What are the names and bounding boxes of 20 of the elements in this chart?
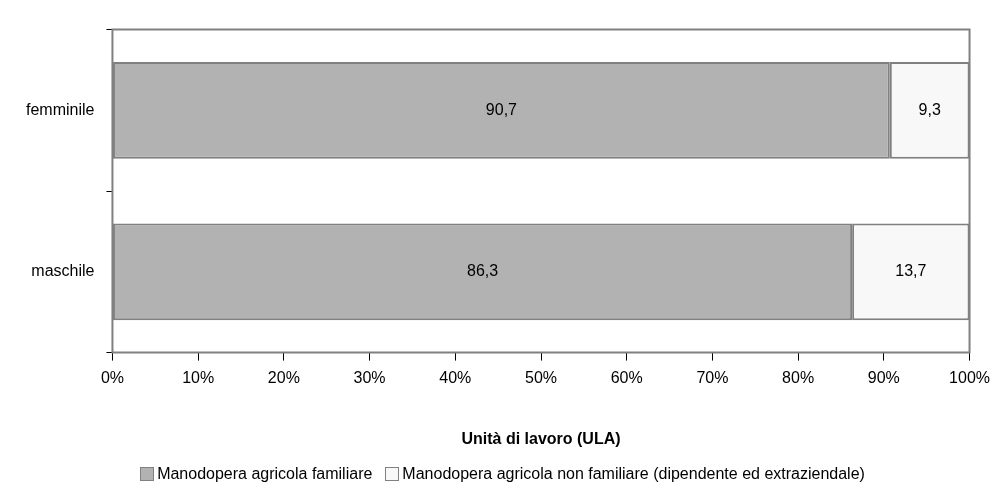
- data-label: 90,7: [485, 100, 518, 118]
- x-tick-label: 60%: [610, 368, 643, 386]
- data-label: 13,7: [895, 262, 927, 280]
- x-tick-label: 80%: [782, 368, 815, 386]
- data-label: 9,3: [918, 100, 941, 118]
- y-tick-label: maschile: [31, 262, 95, 280]
- y-tick-label: femminile: [25, 100, 95, 118]
- x-tick-label: 90%: [867, 368, 900, 386]
- x-tick-label: 70%: [696, 368, 729, 386]
- x-tick-label: 0%: [100, 368, 125, 386]
- x-tick-label: 40%: [439, 368, 472, 386]
- x-tick-label: 30%: [353, 368, 386, 386]
- data-label: 86,3: [466, 262, 499, 280]
- legend-label: Manodopera agricola non familiare (dipendente ed extraziendale): [402, 465, 865, 483]
- legend-label: Manodopera agricola familiare: [157, 465, 373, 483]
- x-tick-label: 20%: [267, 368, 300, 386]
- x-tick-label: 100%: [949, 368, 990, 386]
- x-tick-label: 10%: [182, 368, 215, 386]
- x-axis-title: Unità di lavoro (ULA): [461, 429, 621, 447]
- x-tick-label: 50%: [524, 368, 558, 386]
